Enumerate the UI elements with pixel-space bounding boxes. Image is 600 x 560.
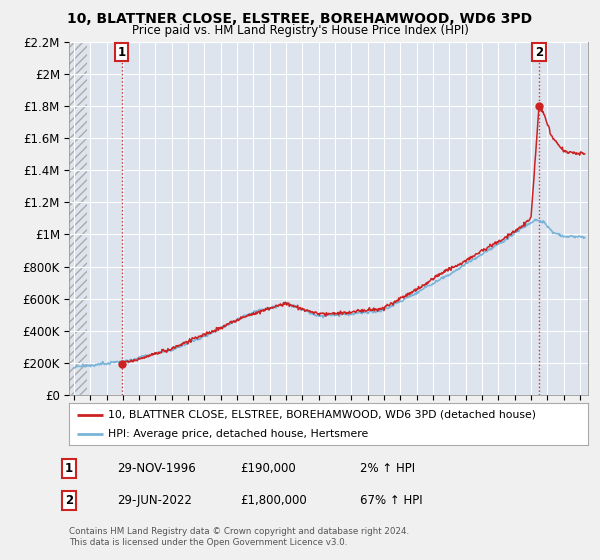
- Text: 29-JUN-2022: 29-JUN-2022: [117, 493, 192, 507]
- Text: Price paid vs. HM Land Registry's House Price Index (HPI): Price paid vs. HM Land Registry's House …: [131, 24, 469, 37]
- Text: 10, BLATTNER CLOSE, ELSTREE, BOREHAMWOOD, WD6 3PD (detached house): 10, BLATTNER CLOSE, ELSTREE, BOREHAMWOOD…: [108, 409, 536, 419]
- Text: Contains HM Land Registry data © Crown copyright and database right 2024.: Contains HM Land Registry data © Crown c…: [69, 528, 409, 536]
- Bar: [69, 42, 87, 395]
- Text: 10, BLATTNER CLOSE, ELSTREE, BOREHAMWOOD, WD6 3PD: 10, BLATTNER CLOSE, ELSTREE, BOREHAMWOOD…: [67, 12, 533, 26]
- Text: 2: 2: [535, 45, 543, 59]
- Text: 1: 1: [65, 462, 73, 475]
- Text: This data is licensed under the Open Government Licence v3.0.: This data is licensed under the Open Gov…: [69, 538, 347, 547]
- Text: 2: 2: [65, 493, 73, 507]
- Bar: [69, 42, 87, 395]
- Text: 67% ↑ HPI: 67% ↑ HPI: [360, 493, 422, 507]
- Text: £190,000: £190,000: [240, 462, 296, 475]
- Text: 1: 1: [118, 45, 125, 59]
- Text: £1,800,000: £1,800,000: [240, 493, 307, 507]
- Text: 2% ↑ HPI: 2% ↑ HPI: [360, 462, 415, 475]
- Text: HPI: Average price, detached house, Hertsmere: HPI: Average price, detached house, Hert…: [108, 429, 368, 439]
- Text: 29-NOV-1996: 29-NOV-1996: [117, 462, 196, 475]
